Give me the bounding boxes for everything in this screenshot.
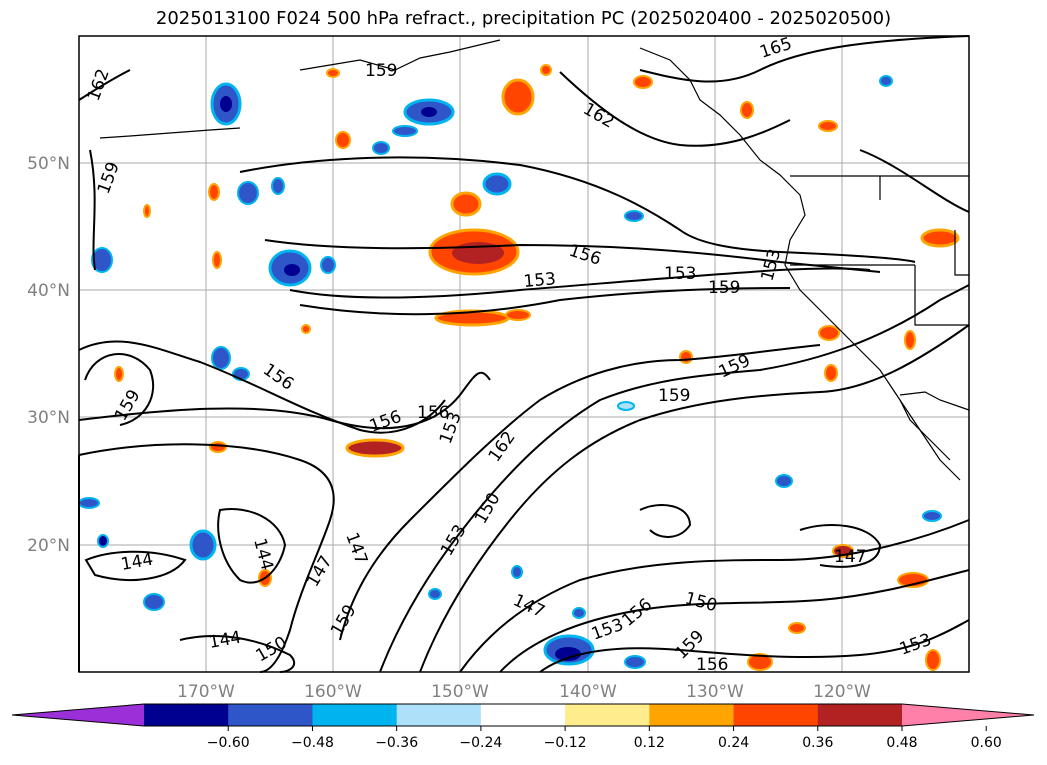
contour-label: 159 [708,278,740,298]
positive-anomaly [114,64,960,671]
contour-label: 156 [417,403,449,423]
lon-label: 130°W [686,682,744,702]
colorbar-swatch [144,704,229,726]
latitude-labels: 50°N 40°N 30°N 20°N [27,154,70,556]
contour-label: 156 [696,655,728,675]
colorbar-swatch [480,704,566,726]
contour-label: 159 [658,386,690,406]
colorbar-tick-label: 0.24 [718,735,749,751]
lat-label: 20°N [27,536,70,556]
precipitation-shading [78,64,960,671]
lat-label: 40°N [27,281,70,301]
colorbar-swatch [817,704,903,726]
lon-label: 170°W [177,682,235,702]
contour-label: 153 [523,269,557,292]
colorbar-tick-label: 0.60 [971,735,1002,751]
longitude-labels: 170°W 160°W 150°W 140°W 130°W 120°W [177,682,871,702]
colorbar-swatch [649,704,735,726]
colorbar: −0.60 −0.48 −0.36 −0.24 −0.12 0.12 0.24 0.36 0.4… [11,703,1035,751]
contour-label: 147 [834,547,866,567]
refractivity-contours [78,35,970,673]
lat-label: 30°N [27,408,70,428]
lon-label: 160°W [304,682,362,702]
contour-label: 159 [365,61,397,81]
colorbar-extend-high [902,704,1034,726]
colorbar-tick-label: −0.24 [459,735,502,751]
colorbar-tick-label: −0.60 [207,735,250,751]
colorbar-swatch [312,704,398,726]
colorbar-tick-label: 0.48 [886,735,917,751]
negative-anomaly [78,75,942,669]
lon-label: 150°W [431,682,489,702]
map-title: 2025013100 F024 500 hPa refract., precip… [155,8,892,29]
colorbar-tick-label: −0.48 [291,735,334,751]
colorbar-swatch [565,704,650,726]
colorbar-tick-label: 0.36 [802,735,833,751]
colorbar-tick-label: −0.12 [544,735,587,751]
colorbar-tick-label: 0.12 [634,735,665,751]
colorbar-swatch [396,704,482,726]
colorbar-extend-low [12,704,144,726]
contour-label: 153 [664,264,696,284]
lat-label: 50°N [27,154,70,174]
colorbar-outline [11,703,1035,727]
colorbar-tick-label: −0.36 [375,735,418,751]
colorbar-swatch [733,704,819,726]
lon-label: 120°W [813,682,871,702]
gridlines [79,36,969,672]
lon-label: 140°W [559,682,617,702]
map-frame [78,35,970,673]
colorbar-swatch [228,704,313,726]
coastlines [99,39,970,481]
